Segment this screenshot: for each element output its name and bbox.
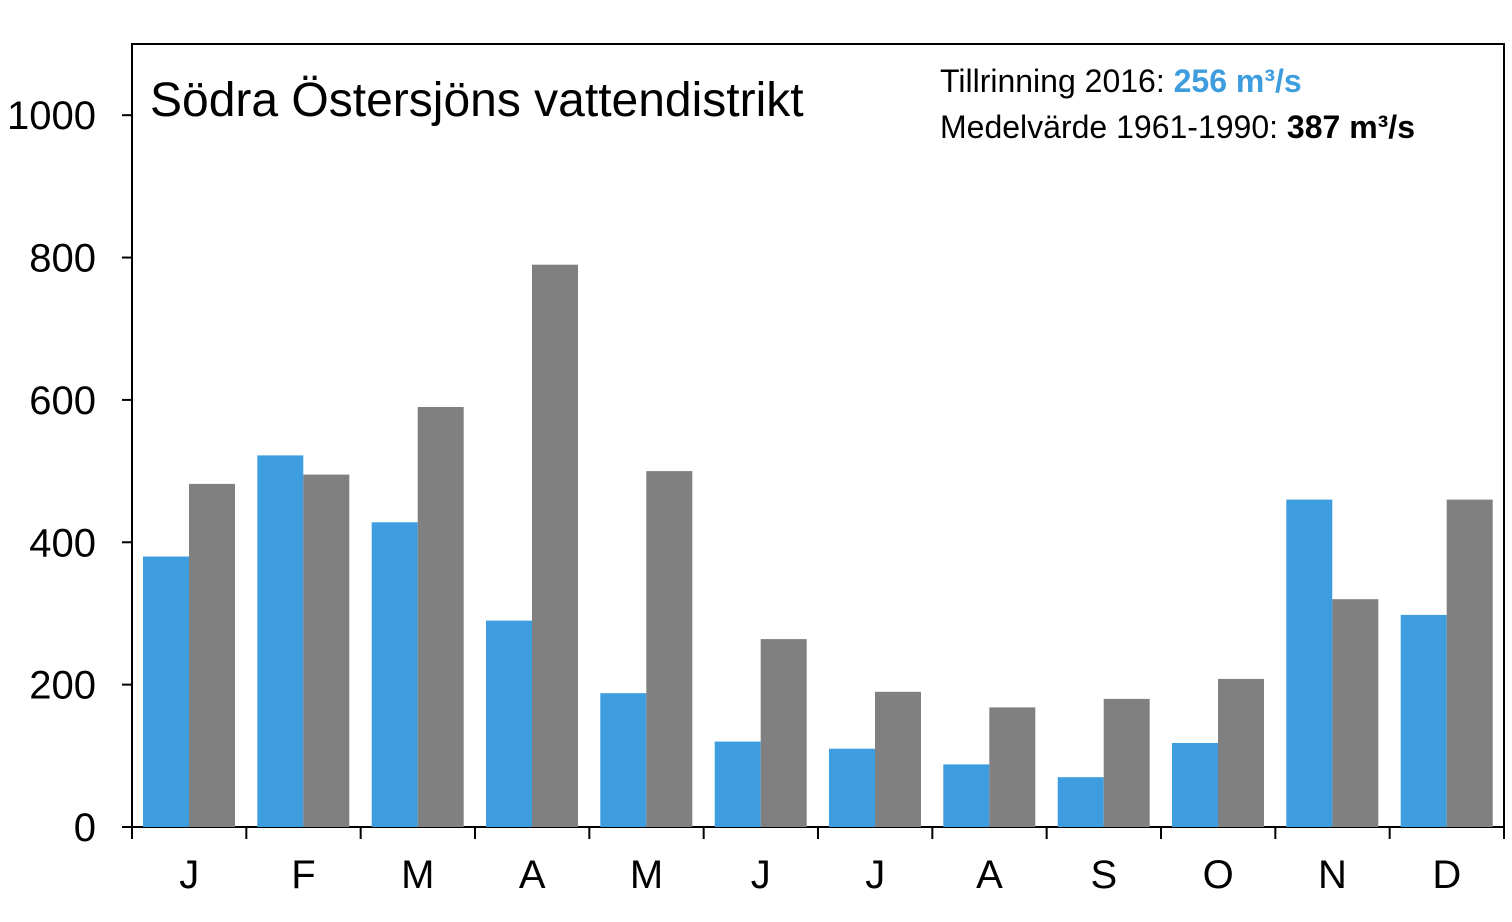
- chart-title: Södra Östersjöns vattendistrikt: [150, 74, 804, 127]
- annotation-line-1: Tillrinning 2016: 256 m³/s: [940, 63, 1302, 99]
- bar-mean-0: [189, 483, 235, 827]
- bar-mean-6: [875, 691, 921, 827]
- x-tick-label-4: M: [630, 853, 663, 897]
- bar-2016-1: [257, 455, 304, 827]
- x-tick-label-6: J: [865, 853, 885, 897]
- x-tick-label-8: S: [1090, 853, 1117, 897]
- bar-mean-11: [1446, 499, 1493, 827]
- y-tick-label-3: 600: [29, 379, 96, 423]
- bar-2016-2: [371, 522, 418, 827]
- bar-mean-7: [989, 707, 1036, 827]
- bar-mean-10: [1332, 599, 1379, 827]
- bars-group: [143, 264, 1493, 827]
- bar-2016-4: [600, 693, 647, 827]
- annotation-2016-value: 256 m³/s: [1174, 63, 1302, 99]
- bar-2016-0: [143, 556, 189, 827]
- bar-mean-5: [760, 639, 807, 827]
- x-tick-label-0: J: [179, 853, 199, 897]
- x-tick-label-11: D: [1432, 853, 1461, 897]
- y-tick-label-1: 200: [29, 664, 96, 708]
- annotation-mean-value: 387 m³/s: [1287, 109, 1415, 145]
- bar-2016-3: [486, 620, 532, 827]
- bar-mean-4: [646, 471, 693, 827]
- x-tick-label-10: N: [1318, 853, 1347, 897]
- bar-mean-3: [532, 264, 578, 827]
- x-tick-label-2: M: [401, 853, 434, 897]
- bar-2016-7: [943, 764, 990, 827]
- bar-2016-9: [1172, 743, 1218, 827]
- bar-mean-2: [417, 407, 464, 827]
- bar-2016-10: [1286, 499, 1333, 827]
- y-tick-label-4: 800: [29, 237, 96, 281]
- x-tick-label-5: J: [751, 853, 771, 897]
- y-tick-label-0: 0: [74, 806, 96, 850]
- annotation-2016-label: Tillrinning 2016:: [940, 63, 1174, 99]
- y-axis: 0 200 400 600 800 1000: [7, 94, 132, 850]
- annotation-line-2: Medelvärde 1961-1990: 387 m³/s: [940, 109, 1415, 145]
- bar-2016-11: [1400, 614, 1447, 827]
- annotation-mean-label: Medelvärde 1961-1990:: [940, 109, 1287, 145]
- x-tick-label-7: A: [976, 853, 1003, 897]
- x-tick-label-9: O: [1203, 853, 1234, 897]
- bar-mean-1: [303, 474, 350, 827]
- y-tick-label-2: 400: [29, 521, 96, 565]
- bar-mean-9: [1218, 678, 1264, 827]
- y-tick-label-5: 1000: [7, 94, 96, 138]
- bar-mean-8: [1103, 698, 1150, 827]
- bar-2016-8: [1057, 777, 1104, 827]
- x-tick-label-3: A: [519, 853, 546, 897]
- bar-2016-6: [829, 748, 875, 827]
- bar-2016-5: [714, 741, 761, 827]
- x-tick-label-1: F: [291, 853, 315, 897]
